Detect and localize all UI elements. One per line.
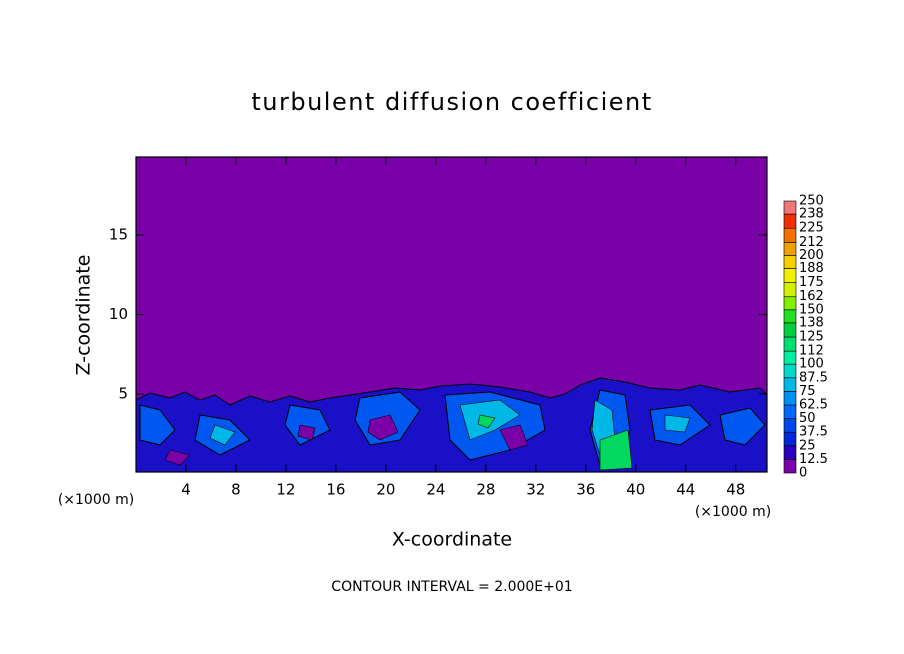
colorbar-label: 150 [799,302,824,317]
y-tick-label: 10 [109,305,128,323]
colorbar-box [783,350,797,365]
x-tick-label: 44 [676,481,695,499]
colorbar-label: 37.5 [799,425,828,440]
x-tick-label: 12 [276,481,295,499]
y-tick-label: 5 [118,385,128,403]
chart-title: turbulent diffusion coefficient [251,88,652,116]
colorbar-label: 125 [799,330,824,345]
colorbar-label: 50 [799,411,816,426]
colorbar-label: 175 [799,275,824,290]
colorbar-box [783,309,797,324]
x-tick-label: 48 [726,481,745,499]
colorbar-box [783,213,797,229]
colorbar-label: 12.5 [799,452,828,467]
colorbar-box [783,322,797,338]
colorbar-box [783,242,797,256]
colorbar-box [783,459,797,474]
x-tick-label: 32 [526,481,545,499]
colorbar-box [783,255,797,269]
x-tick-label: 4 [181,481,191,499]
x-unit-label: (×1000 m) [695,504,771,520]
colorbar-label: 112 [799,344,824,359]
colorbar-label: 87.5 [799,370,828,385]
colorbar-box [783,404,797,419]
colorbar-label: 238 [799,207,824,222]
colorbar-box [783,227,797,243]
colorbar-box [783,336,797,352]
x-tick-label: 8 [231,481,241,499]
colorbar-box [783,445,797,460]
x-tick-label: 28 [476,481,495,499]
colorbar-box [783,391,797,406]
colorbar-box [783,377,797,392]
colorbar-label: 0 [799,466,807,481]
colorbar-label: 138 [799,315,824,330]
colorbar-box [783,282,797,298]
colorbar-box [783,418,797,433]
colorbar-label: 225 [799,221,824,236]
plot-area [135,156,768,473]
colorbar-box [783,363,797,379]
footnote: CONTOUR INTERVAL = 2.000E+01 [331,579,572,595]
colorbar-label: 188 [799,261,824,276]
x-tick-label: 20 [376,481,395,499]
colorbar-label: 212 [799,235,824,250]
x-tick-label: 24 [426,481,445,499]
colorbar-label: 250 [799,194,824,209]
colorbar-box [783,268,797,283]
field [135,377,768,473]
colorbar-label: 162 [799,289,824,304]
x-tick-label: 40 [626,481,645,499]
colorbar-label: 62.5 [799,398,828,413]
colorbar-box [783,200,797,215]
x-axis-label: X-coordinate [392,529,512,551]
x-tick-label: 36 [576,481,595,499]
colorbar-label: 25 [799,438,816,453]
field-region [477,414,633,471]
x-tick-label: 16 [326,481,345,499]
field-region [164,414,529,466]
colorbar-label: 200 [799,248,824,263]
colorbar-label: 100 [799,357,824,372]
x-unit-label: (×1000 m) [58,492,134,508]
y-axis-label: Z-coordinate [73,255,95,376]
y-tick-label: 15 [109,225,128,243]
colorbar-box [783,431,797,447]
colorbar-label: 75 [799,384,816,399]
colorbar-box [783,296,797,311]
